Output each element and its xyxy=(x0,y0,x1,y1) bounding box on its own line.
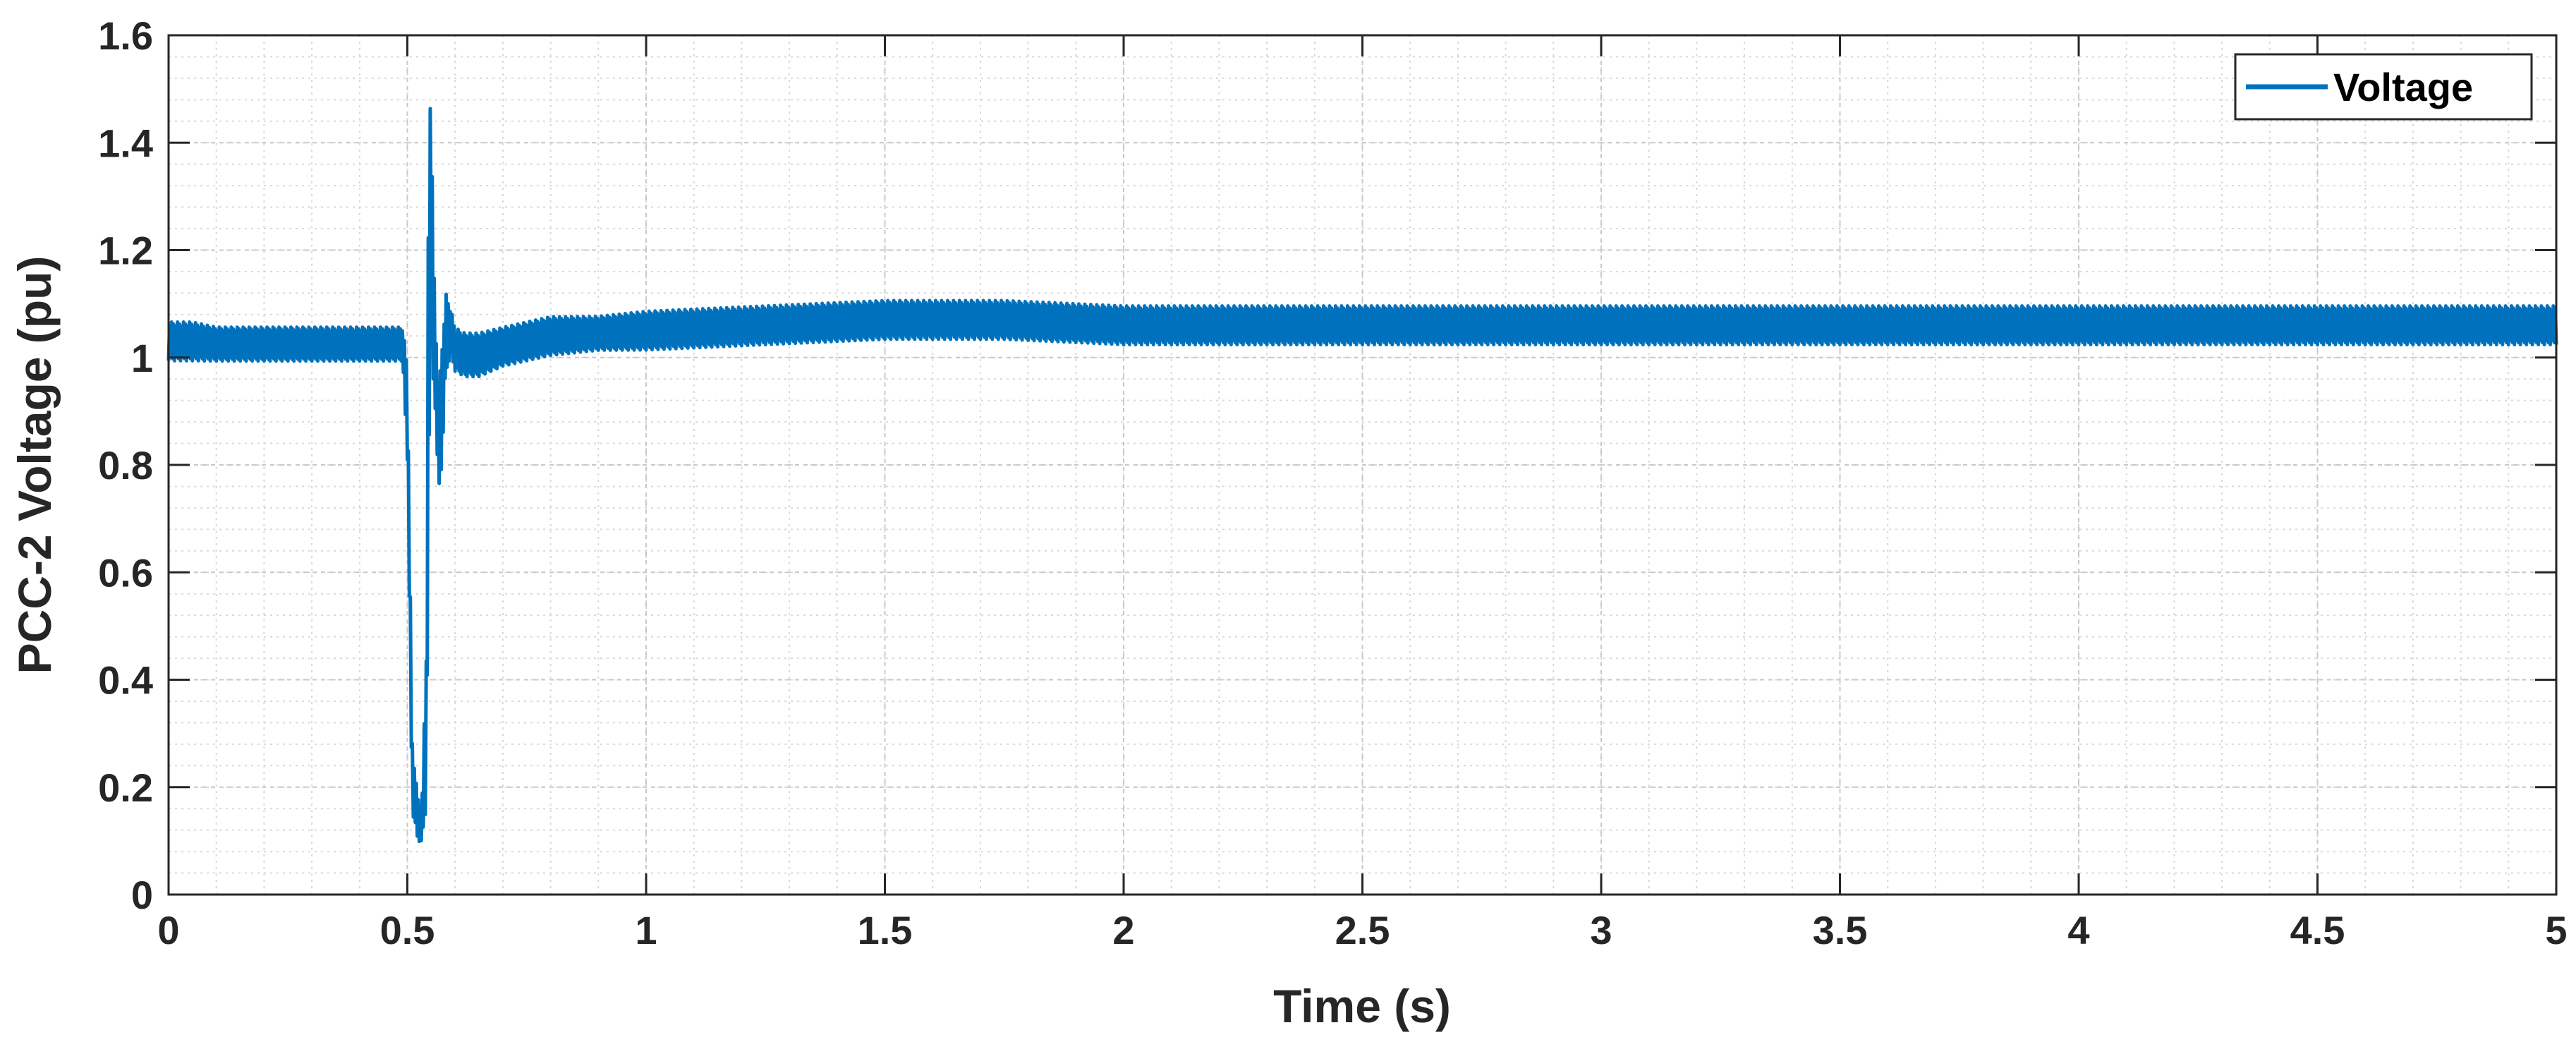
y-tick-label: 1.4 xyxy=(98,121,153,165)
x-tick-labels: 0 0.5 1 1.5 2 2.5 3 3.5 4 4.5 5 xyxy=(157,908,2567,952)
y-tick-label: 0.8 xyxy=(98,443,153,487)
y-tick-labels: 0 0.2 0.4 0.6 0.8 1 1.2 1.4 1.6 xyxy=(98,13,153,917)
y-tick-label: 0 xyxy=(131,873,153,917)
x-tick-label: 5 xyxy=(2545,908,2567,952)
legend-label-voltage: Voltage xyxy=(2333,65,2473,109)
x-tick-label: 0.5 xyxy=(380,908,435,952)
x-axis-label: Time (s) xyxy=(1273,980,1451,1032)
y-tick-label: 1.2 xyxy=(98,229,153,273)
x-tick-label: 2.5 xyxy=(1335,908,1390,952)
y-tick-label: 1 xyxy=(131,336,153,380)
y-tick-label: 0.2 xyxy=(98,765,153,810)
tick-marks xyxy=(167,34,2558,896)
series-layer xyxy=(166,107,2558,844)
y-tick-label: 0.6 xyxy=(98,550,153,595)
x-tick-label: 3 xyxy=(1590,908,1612,952)
y-axis-label: PCC-2 Voltage (pu) xyxy=(8,256,61,674)
series-line-voltage xyxy=(166,107,2558,844)
y-tick-label: 1.6 xyxy=(98,13,153,58)
x-tick-label: 1.5 xyxy=(858,908,913,952)
x-tick-label: 0 xyxy=(157,908,179,952)
x-tick-label: 2 xyxy=(1112,908,1134,952)
x-tick-label: 3.5 xyxy=(1813,908,1868,952)
y-tick-label: 0.4 xyxy=(98,658,153,703)
x-tick-label: 4 xyxy=(2067,908,2089,952)
x-tick-label: 4.5 xyxy=(2290,908,2345,952)
legend: Voltage xyxy=(2234,53,2533,121)
x-tick-label: 1 xyxy=(635,908,657,952)
